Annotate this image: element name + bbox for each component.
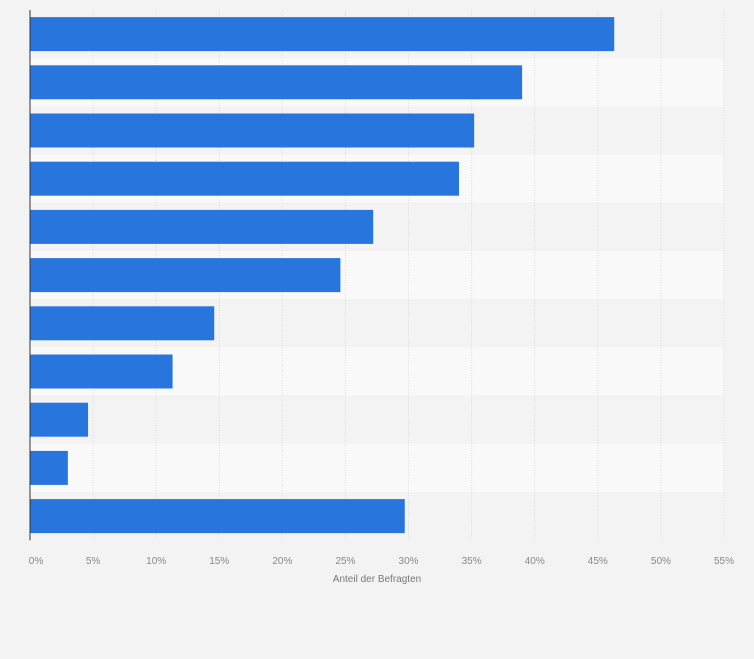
x-tick-label: 20%: [272, 556, 292, 567]
x-tick-label: 25%: [335, 556, 355, 567]
x-tick-label: 0%: [29, 556, 44, 567]
bar: [30, 306, 215, 341]
x-tick-label: 30%: [399, 556, 419, 567]
x-tick-label: 35%: [462, 556, 482, 567]
row-band: [30, 443, 724, 492]
bar: [30, 450, 68, 485]
bar: [30, 17, 615, 52]
x-tick-label: 45%: [588, 556, 608, 567]
bar: [30, 209, 374, 244]
x-tick-label: 40%: [525, 556, 545, 567]
bar: [30, 161, 460, 196]
x-tick-label: 5%: [86, 556, 101, 567]
x-axis-title: Anteil der Befragten: [333, 574, 421, 585]
bar: [30, 354, 173, 389]
bar: [30, 113, 475, 148]
row-band: [30, 395, 724, 444]
x-tick-label: 55%: [714, 556, 734, 567]
bar: [30, 402, 89, 437]
x-tick-label: 50%: [651, 556, 671, 567]
bar: [30, 65, 523, 100]
bar: [30, 499, 405, 534]
x-tick-label: 10%: [146, 556, 166, 567]
x-axis-tick-labels: 0% 5% 10% 15% 20% 25% 30% 35% 40% 45% 50% 55%: [29, 556, 734, 567]
x-tick-label: 15%: [209, 556, 229, 567]
bar: [30, 258, 341, 293]
bars: [30, 17, 615, 534]
